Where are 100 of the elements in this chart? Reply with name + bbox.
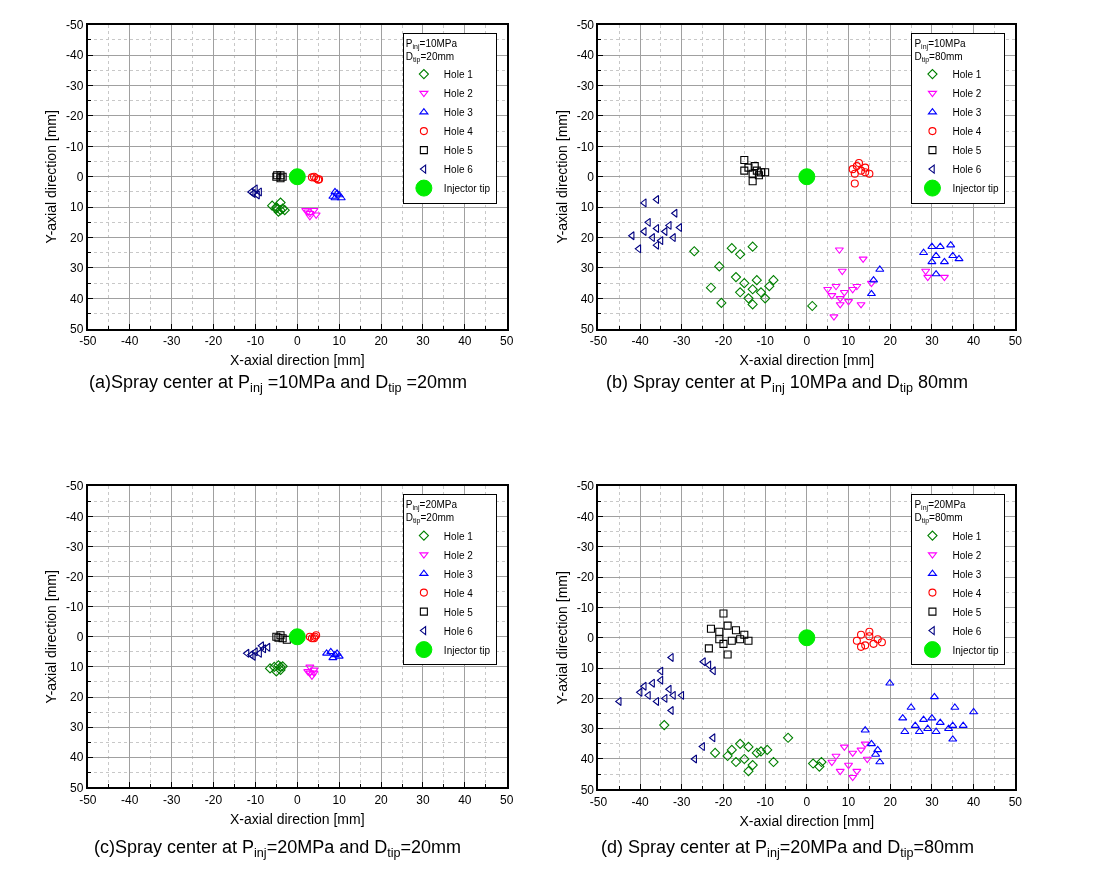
legend-label: Hole 4 [952,587,982,599]
point [750,162,759,171]
point [755,746,767,757]
x-tick-label: -10 [246,334,265,349]
point [854,159,864,168]
x-tick-label: 20 [883,794,898,809]
x-tick-label: 10 [332,334,347,349]
point [827,759,837,767]
y-tick-label: -50 [576,17,595,32]
point [764,281,775,292]
point [309,172,319,181]
x-tick-label: 40 [966,334,981,349]
point [267,200,278,211]
point [856,642,866,651]
point [939,257,950,265]
point [885,679,895,686]
point [656,675,664,685]
point [305,664,315,671]
point [866,280,877,288]
y-tick-label: 20 [580,230,595,245]
point [958,721,968,728]
legend-label: Hole 5 [443,144,474,156]
point [782,732,794,743]
y-axis-title: Y-axial direction [mm] [43,570,60,704]
y-tick-label: 0 [587,630,595,645]
y-tick-label: -20 [576,570,595,585]
point [923,274,933,282]
point [861,168,870,177]
point [927,257,937,265]
point [288,168,306,186]
point [708,733,716,743]
legend-title: P$_{inj}$=10MPa D$_{tip}$=80mm [914,37,967,64]
point [761,168,770,177]
y-tick-label: 40 [70,291,84,306]
x-tick-label: 30 [925,794,939,809]
y-tick-label: -10 [66,139,84,154]
point [843,762,854,770]
y-tick-label: 40 [580,752,595,767]
point [898,714,908,721]
point [704,660,712,670]
point [305,213,315,221]
x-tick-label: 0 [293,334,301,349]
point [644,217,651,227]
point [257,641,264,651]
x-tick-label: 20 [374,334,389,349]
y-tick-label: 10 [580,200,595,215]
point [861,163,870,172]
legend-label: Hole 5 [952,144,982,156]
point [873,635,882,644]
x-tick-label: 50 [1008,794,1023,809]
y-tick-label: 50 [580,321,595,336]
point [839,744,849,751]
point [269,661,280,672]
legend-label: Hole 6 [952,163,982,175]
point [798,629,816,647]
text: (b) Spray center at P$_{inj}$ 10MPa and D$_{tip}$ 80mm [606,372,969,395]
y-axis-title: Y-axial direction [mm] [43,110,60,244]
point [322,649,332,656]
point [665,220,672,230]
legend-label: Hole 3 [952,106,982,118]
point [848,286,858,294]
y-tick-label: 10 [70,660,84,675]
x-tick-label: -10 [756,334,775,349]
point [669,690,676,700]
point [714,261,725,272]
legend-label: Hole 1 [443,68,474,80]
point [816,756,827,768]
point [747,299,758,310]
y-tick-label: -10 [66,599,84,614]
y-tick-label: 0 [76,629,84,644]
y-tick-label: 0 [587,169,595,184]
point [652,194,660,205]
point [743,766,754,777]
point [856,630,866,639]
point [865,169,874,178]
point [752,166,761,175]
point [807,300,818,312]
point [850,169,859,178]
point [715,627,724,636]
y-tick-label: 30 [580,721,595,736]
point [740,155,749,165]
point [850,179,859,188]
point [910,721,920,728]
y-tick-label: -20 [576,109,595,124]
y-tick-label: -30 [66,539,84,554]
point [704,644,713,653]
point [798,168,816,186]
legend-label: Hole 3 [443,568,474,580]
point [918,248,929,256]
x-axis-title: X-axial direction [mm] [229,810,365,827]
y-tick-label: 20 [70,230,84,245]
legend-label: Hole 1 [952,530,982,542]
point [858,256,868,263]
point [336,193,346,201]
point [735,249,746,260]
point [748,177,757,186]
x-axis-title: X-axial direction [mm] [229,351,365,368]
legend-label: Hole 4 [443,587,474,599]
point [931,727,941,735]
x-tick-label: 0 [803,334,811,349]
